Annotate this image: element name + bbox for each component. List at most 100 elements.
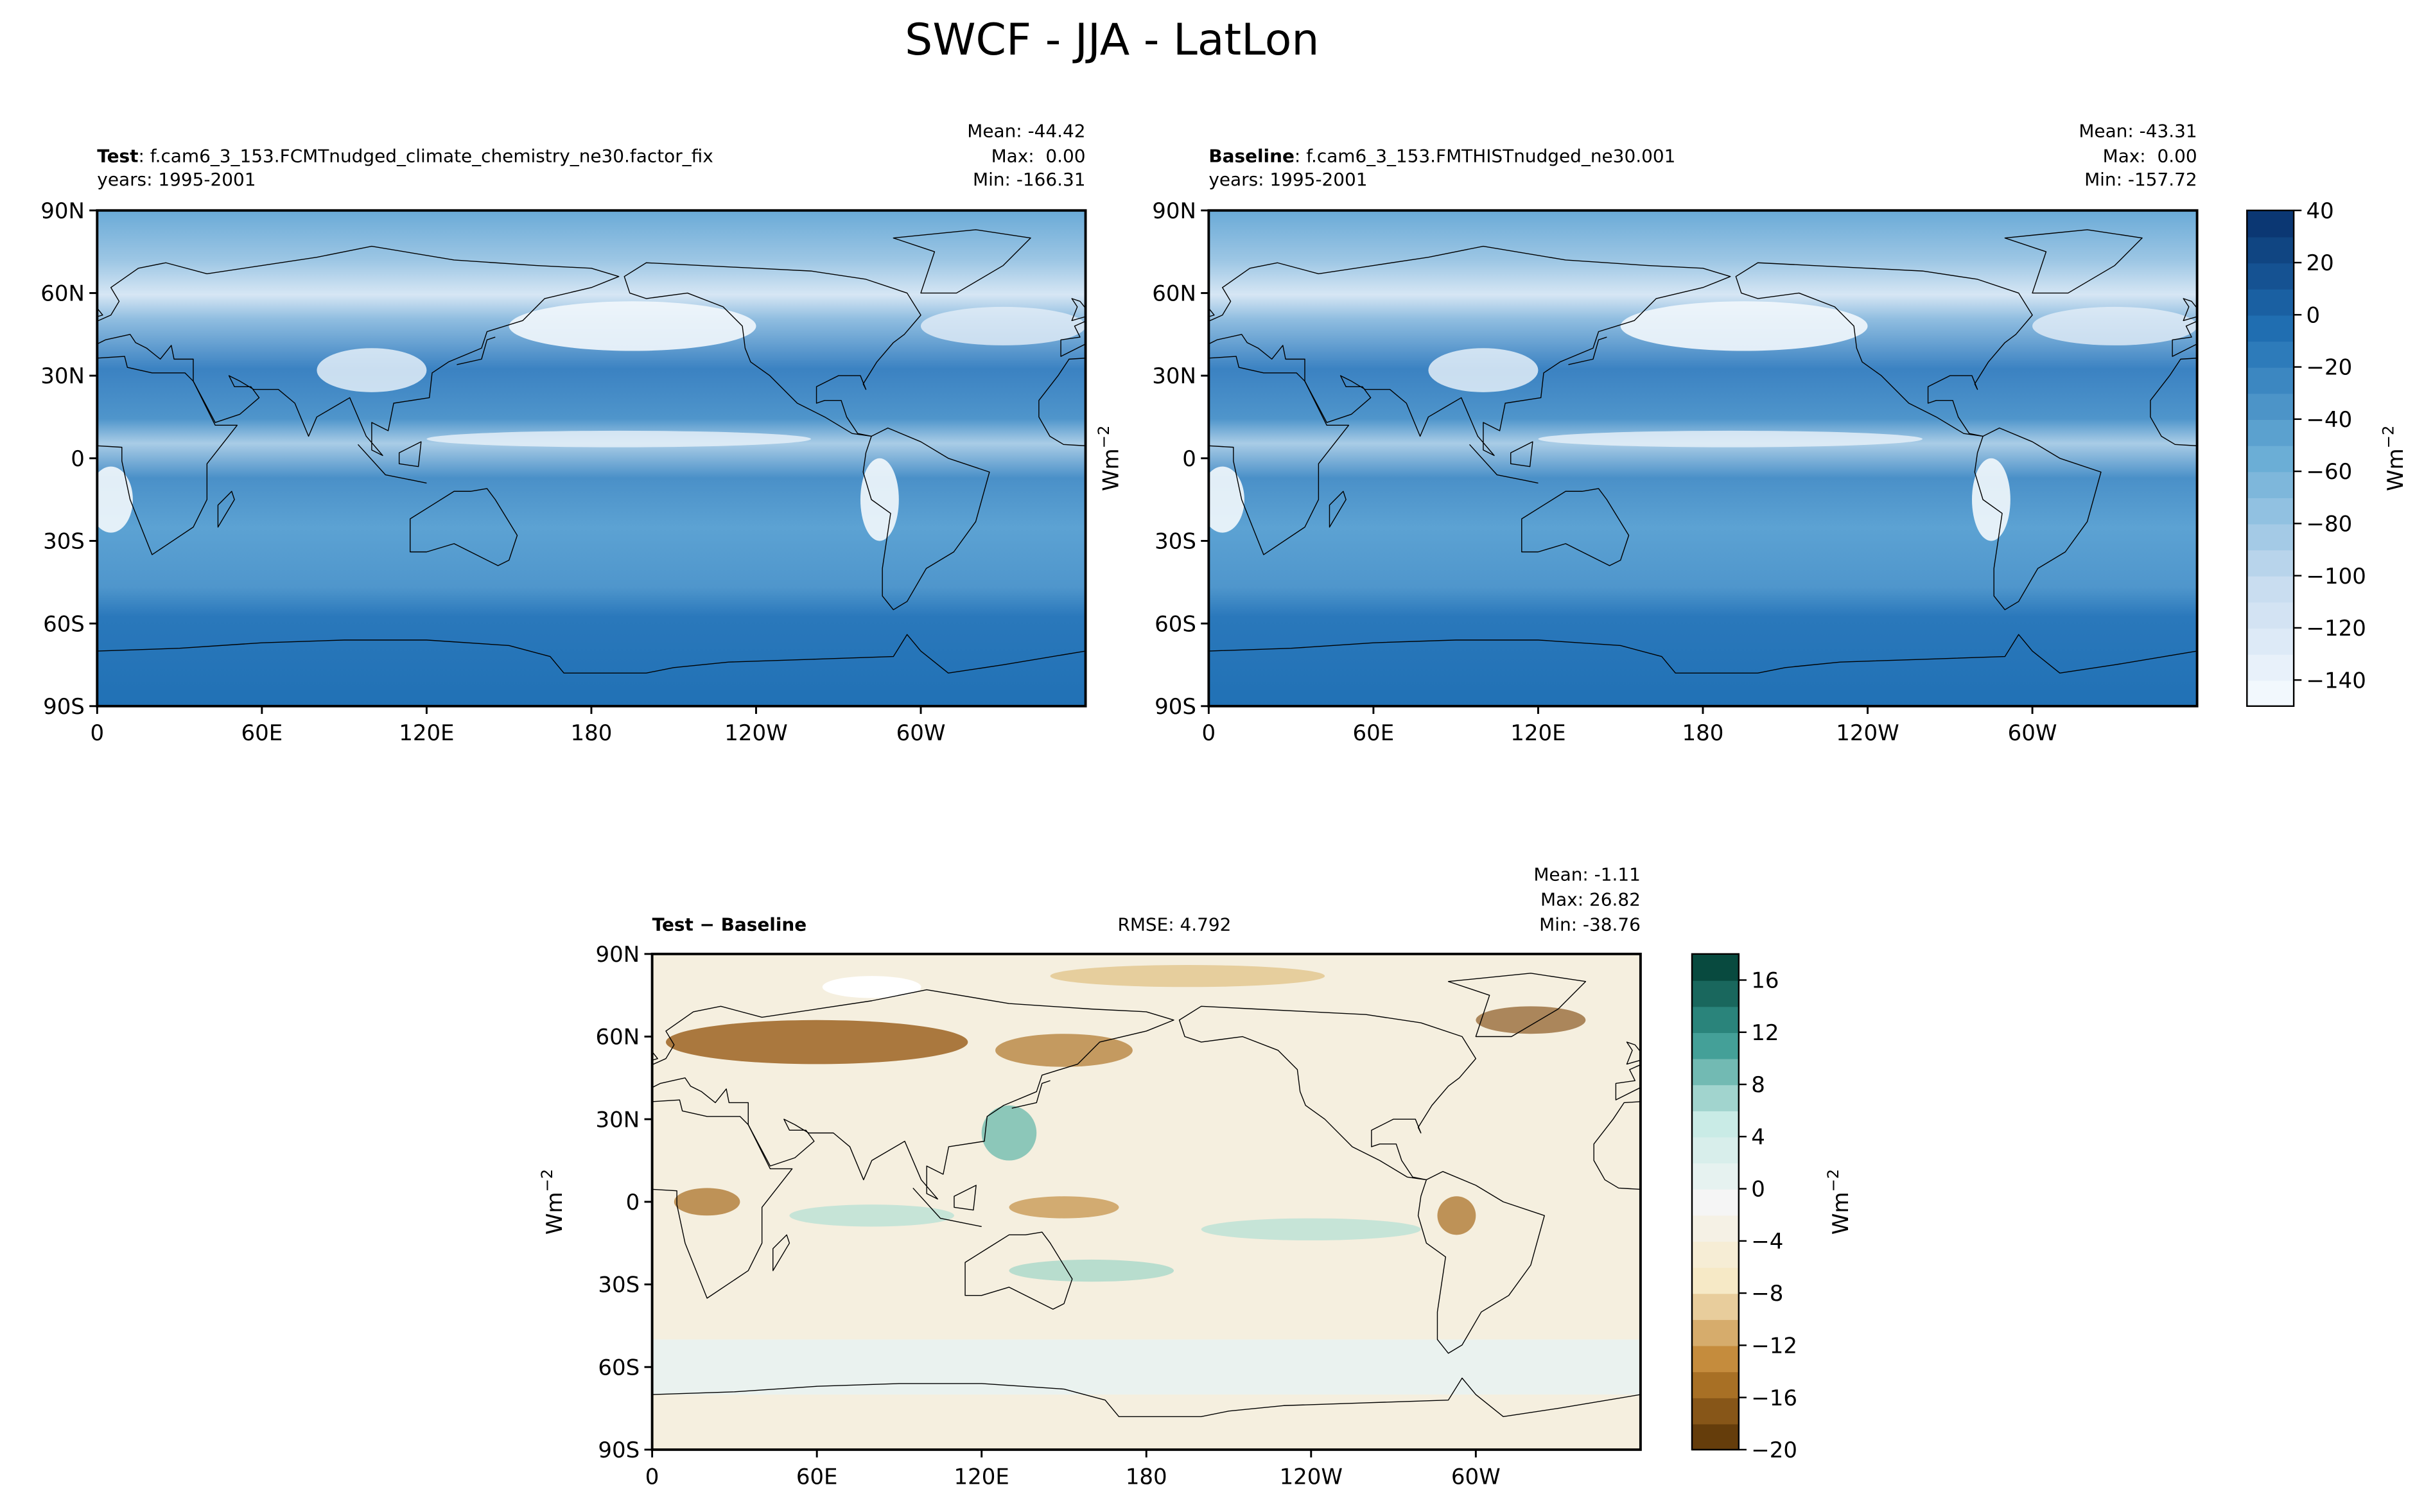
- x-tick-label: 60W: [896, 720, 946, 746]
- stat: Max: 0.00: [2103, 145, 2197, 166]
- colorbar-level: [2247, 340, 2294, 368]
- unit-exponent: −2: [2379, 426, 2398, 449]
- y-tick-label: 60N: [40, 281, 85, 307]
- y-tick-label: 0: [71, 446, 85, 472]
- colorbar-level: [1691, 980, 1739, 1007]
- colorbar-level: [2247, 263, 2294, 290]
- colorbar-tick-label: 16: [1751, 968, 1779, 994]
- unit-text: Wm: [1828, 1192, 1854, 1235]
- colorbar-tick-label: 40: [2307, 198, 2334, 224]
- figure-title: SWCF - JJA - LatLon: [905, 15, 1319, 65]
- colorbar-tick-label: −4: [1751, 1229, 1783, 1255]
- unit-text: Wm: [1099, 448, 1124, 491]
- stat: Min: -38.76: [1539, 914, 1641, 935]
- colorbar-level: [1691, 1423, 1739, 1451]
- x-tick-label: 120E: [1510, 720, 1565, 746]
- colorbar-level: [1691, 1136, 1739, 1164]
- y-tick-label: 60N: [596, 1025, 640, 1050]
- colorbar-level: [2247, 367, 2294, 394]
- x-tick-label: 180: [1126, 1464, 1167, 1490]
- unit-exponent: −2: [537, 1169, 556, 1192]
- colorbar-tick-label: −16: [1751, 1386, 1797, 1411]
- panel-description: : f.cam6_3_153.FMTHISTnudged_ne30.001: [1295, 145, 1675, 166]
- colorbar-tick-label: −120: [2307, 616, 2366, 641]
- colorbar-level: [1691, 1293, 1739, 1320]
- unit-label: Wm−2: [1824, 1169, 1854, 1235]
- x-tick-label: 60W: [1451, 1464, 1501, 1490]
- x-tick-label: 60E: [241, 720, 283, 746]
- stat: Max: 26.82: [1540, 889, 1641, 910]
- panel-description: : f.cam6_3_153.FCMTnudged_climate_chemis…: [139, 145, 713, 166]
- colorbar-level: [1691, 1084, 1739, 1111]
- stat: Min: -157.72: [2084, 169, 2197, 190]
- colorbar-level: [1691, 1006, 1739, 1033]
- x-tick-label: 180: [1682, 720, 1724, 746]
- colorbar-level: [1691, 1162, 1739, 1190]
- y-tick-label: 60S: [598, 1355, 640, 1380]
- y-tick-label: 90N: [596, 942, 640, 968]
- colorbar-level: [1691, 1240, 1739, 1268]
- y-tick-label: 60S: [43, 611, 85, 637]
- colorbar-level: [1691, 1345, 1739, 1373]
- colorbar-tick-label: −8: [1751, 1281, 1783, 1307]
- x-tick-label: 120E: [399, 720, 454, 746]
- map-area: [606, 953, 2433, 1450]
- x-tick-label: 120W: [724, 720, 787, 746]
- y-tick-label: 30S: [43, 529, 85, 555]
- x-tick-label: 0: [645, 1464, 659, 1490]
- colorbar-level: [2247, 497, 2294, 525]
- map-field: [1208, 210, 2197, 706]
- y-tick-label: 30N: [596, 1107, 640, 1133]
- colorbar-level: [2247, 471, 2294, 498]
- colorbar-level: [1691, 1319, 1739, 1346]
- colorbar: 40 20 0 −20 −40 −60 −80 −100 −120 −140 Wm−2: [2246, 198, 2409, 708]
- colorbar-frame: [1691, 953, 1740, 1451]
- stat: Mean: -1.11: [1533, 864, 1641, 885]
- y-tick-label: 60S: [1155, 611, 1196, 637]
- colorbar-tick-label: 12: [1751, 1020, 1779, 1046]
- colorbar-level: [2247, 654, 2294, 681]
- x-tick-label: 60E: [1353, 720, 1395, 746]
- stat: Max: 0.00: [991, 145, 1086, 166]
- colorbar-level: [1691, 1110, 1739, 1138]
- colorbar-tick-label: −40: [2307, 407, 2353, 433]
- colorbar-level: [2247, 315, 2294, 342]
- unit-text: Wm: [2383, 448, 2409, 491]
- colorbar-tick-label: −20: [2307, 355, 2353, 381]
- y-tick-label: 30N: [1152, 363, 1196, 389]
- colorbar-level: [2247, 419, 2294, 446]
- x-tick-label: 60W: [2008, 720, 2057, 746]
- map-area: [1208, 210, 2433, 706]
- colorbar-level: [1691, 1371, 1739, 1398]
- panel-label: Baseline: f.cam6_3_153.FMTHISTnudged_ne3…: [1208, 145, 1675, 166]
- colorbar-tick-label: 20: [2307, 250, 2334, 276]
- colorbar-tick-label: −80: [2307, 512, 2353, 537]
- colorbar-level: [2247, 210, 2294, 238]
- y-tick-label: 30S: [598, 1273, 640, 1298]
- unit-label: Wm−2: [2379, 426, 2409, 491]
- x-tick-label: 60E: [796, 1464, 838, 1490]
- panel-label: Test: f.cam6_3_153.FCMTnudged_climate_ch…: [97, 145, 713, 166]
- x-tick-label: 120E: [954, 1464, 1009, 1490]
- colorbar-level: [2247, 288, 2294, 316]
- colorbar-level: [1691, 1188, 1739, 1216]
- stat: Min: -166.31: [973, 169, 1086, 190]
- y-tick-label: 90S: [598, 1438, 640, 1463]
- colorbar-level: [1691, 1032, 1739, 1059]
- map-field: [97, 210, 1086, 706]
- colorbar-level: [2247, 393, 2294, 421]
- colorbar-level: [1691, 1215, 1739, 1242]
- colorbar-level: [1691, 953, 1739, 981]
- colorbar-level: [2247, 575, 2294, 603]
- colorbar-frame: [2246, 209, 2295, 708]
- colorbar-level: [2247, 680, 2294, 708]
- colorbar-tick-label: −140: [2307, 668, 2366, 693]
- y-tick-label: 30N: [40, 363, 85, 389]
- unit-exponent: −2: [1824, 1169, 1842, 1192]
- colorbar-level: [2247, 523, 2294, 551]
- colorbar-level: [2247, 550, 2294, 577]
